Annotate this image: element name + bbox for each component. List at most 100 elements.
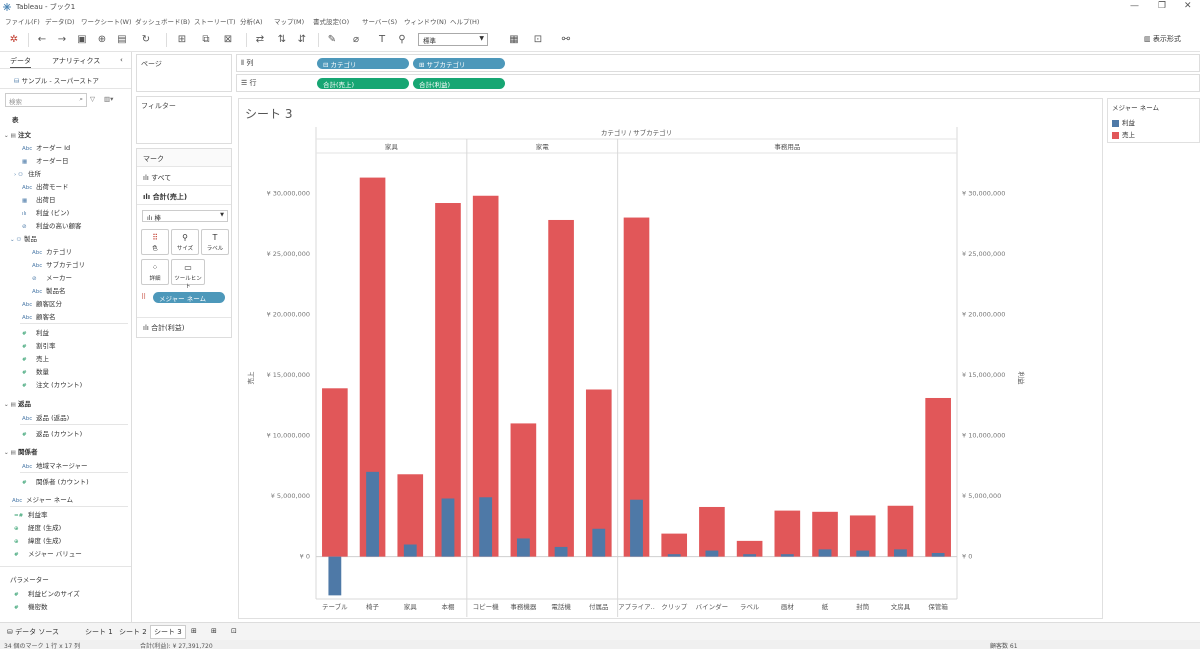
presentation-mode-icon[interactable]: ⊡ — [533, 34, 543, 45]
bar-profit[interactable] — [328, 556, 342, 596]
bar-profit[interactable] — [554, 546, 568, 557]
bar-profit[interactable] — [705, 550, 719, 557]
group-returns[interactable]: ⌄ ▤ 返品 — [4, 400, 31, 408]
field-ship-date[interactable]: ▦ 出荷日 — [22, 196, 56, 204]
bar-profit[interactable] — [856, 550, 870, 557]
bar-sales[interactable] — [397, 474, 424, 557]
bar-profit[interactable] — [667, 554, 681, 557]
field-ship-mode[interactable]: Abc 出荷モード — [22, 183, 69, 191]
field-address[interactable]: › ⚇ 住所 — [14, 170, 41, 178]
bar-profit[interactable] — [366, 471, 379, 557]
field-sales[interactable]: # 売上 — [22, 355, 49, 363]
view-options-icon[interactable]: ▥▾ — [104, 95, 114, 103]
tooltip-button[interactable]: ▭ ツールヒント — [171, 259, 205, 290]
sort-descending-icon[interactable]: ⇵ — [297, 34, 307, 45]
field-returned[interactable]: Abc 返品 (返品) — [22, 414, 70, 422]
color-button[interactable]: ⠿ 色 — [141, 229, 169, 255]
menu-window[interactable]: ウィンドウ(N) — [404, 18, 447, 26]
clear-sheet-icon[interactable]: ⊠ — [223, 34, 233, 45]
bar-profit[interactable] — [780, 554, 794, 557]
bar-sales[interactable] — [736, 540, 763, 557]
group-members-icon[interactable]: ⌀ — [352, 34, 360, 45]
restore-icon[interactable]: ❐ — [1158, 1, 1167, 11]
marks-card-sales[interactable]: ılı 合計(売上) — [137, 187, 231, 205]
field-segment[interactable]: Abc 顧客区分 — [22, 300, 62, 308]
field-order-date[interactable]: ▦ オーダー日 — [22, 157, 69, 165]
field-category[interactable]: Abc カテゴリ — [32, 248, 72, 256]
param-profit-bin-size[interactable]: # 利益ビンのサイズ — [14, 590, 80, 598]
pill-measure-names[interactable]: メジャー ネーム — [153, 292, 225, 303]
bar-profit[interactable] — [403, 544, 417, 557]
legend-item-profit[interactable]: 利益 — [1112, 117, 1135, 127]
field-customer-name[interactable]: Abc 顧客名 — [22, 313, 56, 321]
menu-story[interactable]: ストーリー(T) — [194, 18, 236, 26]
field-profit[interactable]: # 利益 — [22, 329, 49, 337]
search-input[interactable]: 検索 ⌕ — [5, 93, 87, 107]
tab-datasource[interactable]: ⛁ データ ソース — [7, 628, 59, 636]
new-datasource-icon[interactable]: ⊕ — [97, 34, 107, 45]
pill-sum-profit[interactable]: 合計(利益) — [413, 78, 505, 89]
minimize-icon[interactable]: — — [1130, 1, 1139, 11]
filters-shelf[interactable]: フィルター — [136, 96, 232, 144]
tab-analytics[interactable]: アナリティクス — [52, 57, 101, 65]
fix-axes-icon[interactable]: ⚲ — [398, 34, 406, 45]
field-measure-names[interactable]: Abc メジャー ネーム — [12, 496, 74, 504]
menu-help[interactable]: ヘルプ(H) — [450, 18, 480, 26]
bar-sales[interactable] — [812, 511, 838, 557]
field-discount[interactable]: # 割引率 — [22, 342, 56, 350]
field-profit-ratio[interactable]: =# 利益率 — [14, 511, 48, 519]
field-maker[interactable]: ⊘ メーカー — [32, 274, 72, 282]
field-high-profit-customer[interactable]: ⊘ 利益の高い顧客 — [22, 222, 82, 230]
marks-all[interactable]: ılı すべて — [137, 168, 231, 186]
field-longitude[interactable]: ⊕ 経度 (生成) — [14, 524, 62, 532]
undo-icon[interactable]: ← — [37, 34, 47, 45]
bar-sales[interactable] — [849, 515, 876, 557]
filter-icon[interactable]: ▽ — [90, 95, 95, 103]
new-dashboard-icon[interactable]: ⊞ — [211, 627, 217, 635]
refresh-icon[interactable]: ↻ — [141, 34, 151, 45]
bar-sales[interactable] — [472, 195, 499, 557]
group-people[interactable]: ⌄ ▤ 関係者 — [4, 448, 38, 456]
field-latitude[interactable]: ⊕ 緯度 (生成) — [14, 537, 62, 545]
menu-data[interactable]: データ(D) — [45, 18, 75, 26]
legend-item-sales[interactable]: 売上 — [1112, 129, 1135, 139]
menu-format[interactable]: 書式設定(O) — [313, 18, 350, 26]
group-orders[interactable]: ⌄ ▤ 注文 — [4, 131, 31, 139]
bar-profit[interactable] — [630, 499, 643, 557]
field-order-count[interactable]: # 注文 (カウント) — [22, 381, 83, 389]
pill-sum-sales[interactable]: 合計(売上) — [317, 78, 409, 89]
bar-sales[interactable] — [774, 510, 801, 557]
field-order-id[interactable]: Abc オーダー Id — [22, 144, 71, 152]
bar-profit[interactable] — [743, 554, 757, 557]
field-measure-values[interactable]: # メジャー バリュー — [14, 550, 82, 558]
marks-card-profit[interactable]: ılı 合計(利益) — [137, 317, 231, 335]
bar-sales[interactable] — [699, 506, 725, 557]
pages-shelf[interactable]: ページ — [136, 54, 232, 92]
new-worksheet-icon[interactable]: ⊞ — [191, 627, 197, 635]
show-me-button[interactable]: ▥ 表示形式 — [1144, 35, 1181, 43]
tab-sheet1[interactable]: シート 1 — [85, 628, 113, 636]
bar-profit[interactable] — [894, 549, 907, 557]
share-icon[interactable]: ⚯ — [561, 34, 571, 45]
mark-type-select[interactable]: ılı 棒 ▼ — [142, 210, 228, 222]
columns-shelf[interactable]: ⦀ 列 ⊟ カテゴリ ⊞ サブカテゴリ — [236, 54, 1200, 72]
redo-icon[interactable]: → — [57, 34, 67, 45]
size-button[interactable]: ⚲ サイズ — [171, 229, 199, 255]
sort-ascending-icon[interactable]: ⇅ — [277, 34, 287, 45]
bar-sales[interactable] — [548, 219, 574, 557]
field-returns-count[interactable]: # 返品 (カウント) — [22, 430, 83, 438]
bar-sales[interactable] — [510, 423, 537, 557]
bar-profit[interactable] — [931, 552, 945, 557]
menu-map[interactable]: マップ(M) — [274, 18, 305, 26]
detail-button[interactable]: ⁘ 詳細 — [141, 259, 169, 285]
bar-sales[interactable] — [661, 533, 688, 557]
menu-dashboard[interactable]: ダッシュボード(B) — [135, 18, 191, 26]
bar-sales[interactable] — [435, 203, 461, 557]
new-story-icon[interactable]: ⊡ — [231, 627, 237, 635]
menu-file[interactable]: ファイル(F) — [5, 18, 40, 26]
menu-analysis[interactable]: 分析(A) — [240, 18, 263, 26]
bar-profit[interactable] — [441, 498, 455, 557]
pill-category[interactable]: ⊟ カテゴリ — [317, 58, 409, 69]
field-regional-manager[interactable]: Abc 地域マネージャー — [22, 462, 88, 470]
